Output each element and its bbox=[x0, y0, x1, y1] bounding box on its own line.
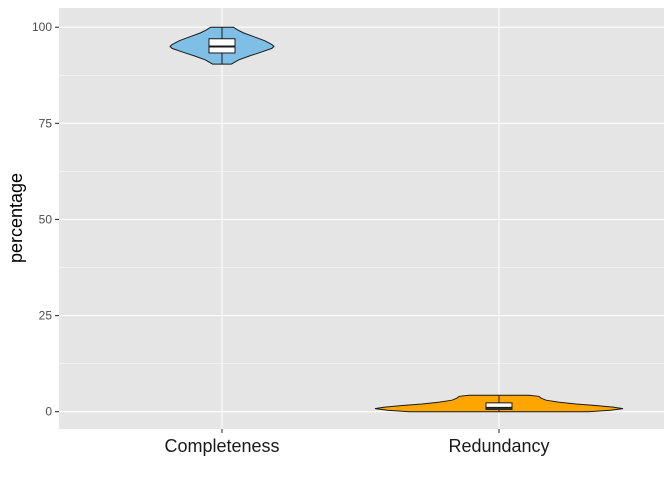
minor-gridlines bbox=[59, 75, 664, 364]
y-tick-label: 100 bbox=[32, 20, 52, 34]
y-tick-label: 75 bbox=[39, 116, 53, 130]
violins bbox=[169, 26, 624, 413]
major-gridlines bbox=[59, 8, 664, 429]
x-tick-label-completeness: Completeness bbox=[164, 436, 279, 456]
y-tick-label: 0 bbox=[45, 405, 52, 419]
y-axis-title: percentage bbox=[6, 173, 26, 263]
box-redundancy bbox=[485, 402, 513, 410]
y-tick-label: 50 bbox=[39, 212, 53, 226]
plot-panel bbox=[59, 8, 664, 429]
y-axis: 0 25 50 75 100 bbox=[32, 20, 59, 419]
y-tick-label: 25 bbox=[39, 309, 53, 323]
x-axis: Completeness Redundancy bbox=[164, 429, 550, 456]
x-tick-label-redundancy: Redundancy bbox=[448, 436, 549, 456]
